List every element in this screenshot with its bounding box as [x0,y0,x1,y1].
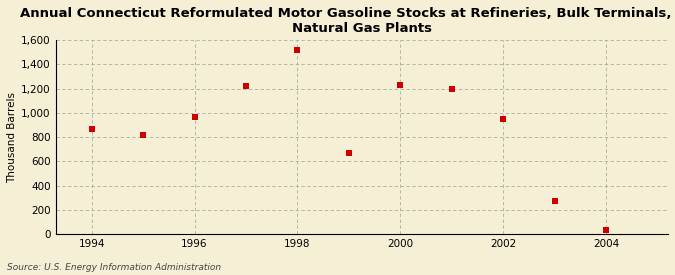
Point [189,114,200,119]
Title: Annual Connecticut Reformulated Motor Gasoline Stocks at Refineries, Bulk Termin: Annual Connecticut Reformulated Motor Ga… [20,7,675,35]
Point [344,151,354,155]
Point [240,84,251,89]
Point [86,126,97,131]
Text: Source: U.S. Energy Information Administration: Source: U.S. Energy Information Administ… [7,263,221,272]
Point [395,83,406,87]
Point [498,117,509,121]
Point [446,87,457,91]
Point [292,48,303,52]
Y-axis label: Thousand Barrels: Thousand Barrels [7,92,17,183]
Point [601,227,612,232]
Point [138,133,148,137]
Point [549,199,560,203]
